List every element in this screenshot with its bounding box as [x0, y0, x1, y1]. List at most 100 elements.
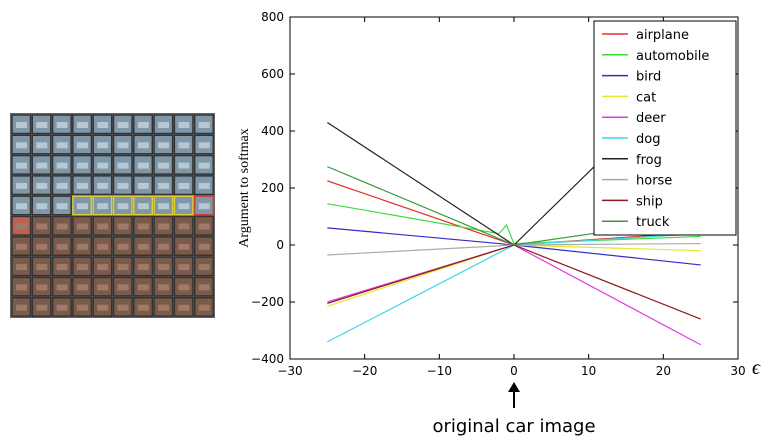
- legend-label: deer: [636, 111, 666, 126]
- x-tick-label: 0: [510, 364, 518, 378]
- thumbnail-detail: [97, 203, 109, 210]
- thumbnail-detail: [178, 304, 190, 311]
- thumbnail-detail: [117, 203, 129, 210]
- thumbnail-detail: [137, 304, 149, 311]
- thumbnail-detail: [158, 264, 170, 271]
- series-line: [327, 166, 701, 246]
- thumbnail-detail: [56, 264, 68, 271]
- thumbnail-detail: [16, 284, 27, 291]
- thumbnail-detail: [198, 142, 210, 149]
- thumbnail-detail: [56, 142, 68, 149]
- thumbnail-detail: [158, 122, 170, 128]
- thumbnail-detail: [178, 142, 190, 149]
- thumbnail-detail: [56, 162, 68, 169]
- thumbnail-detail: [178, 182, 190, 189]
- thumbnail-detail: [16, 182, 27, 189]
- thumbnail-detail: [36, 142, 48, 149]
- thumbnail-detail: [117, 284, 129, 291]
- thumbnail-detail: [97, 122, 109, 128]
- y-tick-label: 800: [261, 10, 284, 24]
- thumbnail-detail: [198, 203, 210, 210]
- x-tick-label: −20: [352, 364, 377, 378]
- thumbnail-detail: [16, 142, 27, 149]
- series-line: [327, 62, 702, 246]
- y-tick-label: −200: [251, 295, 284, 309]
- x-tick-label: 10: [581, 364, 596, 378]
- legend-label: automobile: [636, 49, 709, 64]
- y-tick-label: 0: [276, 238, 284, 252]
- thumbnail-detail: [36, 243, 48, 250]
- legend-box: [593, 20, 737, 236]
- thumbnail-detail: [56, 203, 68, 210]
- thumbnail-detail: [198, 264, 210, 271]
- image-grid: [11, 114, 214, 317]
- thumbnail-detail: [56, 223, 68, 230]
- thumbnail-detail: [97, 162, 109, 169]
- thumbnail-detail: [16, 203, 27, 210]
- annotation: original car image: [432, 416, 595, 437]
- thumbnail-detail: [36, 304, 48, 311]
- legend-label: dog: [636, 132, 660, 147]
- thumbnail-detail: [36, 264, 48, 271]
- legend-label: horse: [636, 174, 672, 189]
- thumbnail-detail: [137, 243, 149, 250]
- thumbnail-detail: [76, 162, 88, 169]
- thumbnail-detail: [198, 223, 210, 230]
- thumbnail-detail: [158, 304, 170, 311]
- thumbnail-detail: [56, 182, 68, 189]
- y-tick-label: 600: [261, 67, 284, 81]
- x-tick-label: −10: [427, 364, 452, 378]
- thumbnail-detail: [76, 182, 88, 189]
- thumbnail-detail: [36, 122, 48, 128]
- thumbnail-detail: [36, 203, 48, 210]
- series-line: [327, 227, 701, 266]
- thumbnail-detail: [76, 284, 88, 291]
- series-line: [327, 233, 701, 343]
- annotation-arrowhead: [508, 382, 520, 392]
- thumbnail-detail: [117, 304, 129, 311]
- thumbnail-detail: [76, 264, 88, 271]
- legend-label: truck: [636, 215, 670, 230]
- thumbnail-detail: [36, 223, 48, 230]
- thumbnail-detail: [137, 142, 149, 149]
- thumbnail-detail: [178, 122, 190, 128]
- thumbnail-detail: [16, 223, 27, 230]
- thumbnail-detail: [158, 203, 170, 210]
- thumbnail-detail: [76, 122, 88, 128]
- thumbnail-detail: [16, 304, 27, 311]
- thumbnail-detail: [198, 243, 210, 250]
- legend-label: bird: [636, 70, 661, 85]
- thumbnail-detail: [137, 182, 149, 189]
- thumbnail-detail: [16, 243, 27, 250]
- thumbnail-detail: [76, 243, 88, 250]
- legend-label: ship: [636, 194, 663, 209]
- thumbnail-detail: [16, 162, 27, 169]
- series-line: [327, 242, 701, 256]
- thumbnail-detail: [137, 203, 149, 210]
- thumbnail-detail: [117, 122, 129, 128]
- thumbnail-detail: [178, 162, 190, 169]
- y-tick-label: 400: [261, 124, 284, 138]
- thumbnail-detail: [56, 122, 68, 128]
- thumbnail-detail: [117, 223, 129, 230]
- series-lines: [327, 62, 702, 346]
- thumbnail-detail: [117, 182, 129, 189]
- x-axis-label: ϵ: [752, 357, 761, 379]
- thumbnail-detail: [198, 304, 210, 311]
- legend-label: frog: [636, 153, 662, 168]
- thumbnail-detail: [178, 203, 190, 210]
- thumbnail-detail: [117, 243, 129, 250]
- legend-label: airplane: [636, 28, 689, 43]
- thumbnail-detail: [56, 284, 68, 291]
- thumbnail-detail: [97, 243, 109, 250]
- thumbnail-detail: [137, 223, 149, 230]
- thumbnail-detail: [158, 162, 170, 169]
- thumbnail-detail: [117, 264, 129, 271]
- plot-area: −30 −20 −10 0 10 20 30 −400 −200 0 200 400 600 800 air…: [251, 10, 746, 378]
- thumbnail-detail: [97, 284, 109, 291]
- thumbnail-detail: [97, 264, 109, 271]
- x-tick-label: 20: [656, 364, 671, 378]
- thumbnail-detail: [137, 122, 149, 128]
- thumbnail-detail: [56, 243, 68, 250]
- thumbnail-detail: [137, 284, 149, 291]
